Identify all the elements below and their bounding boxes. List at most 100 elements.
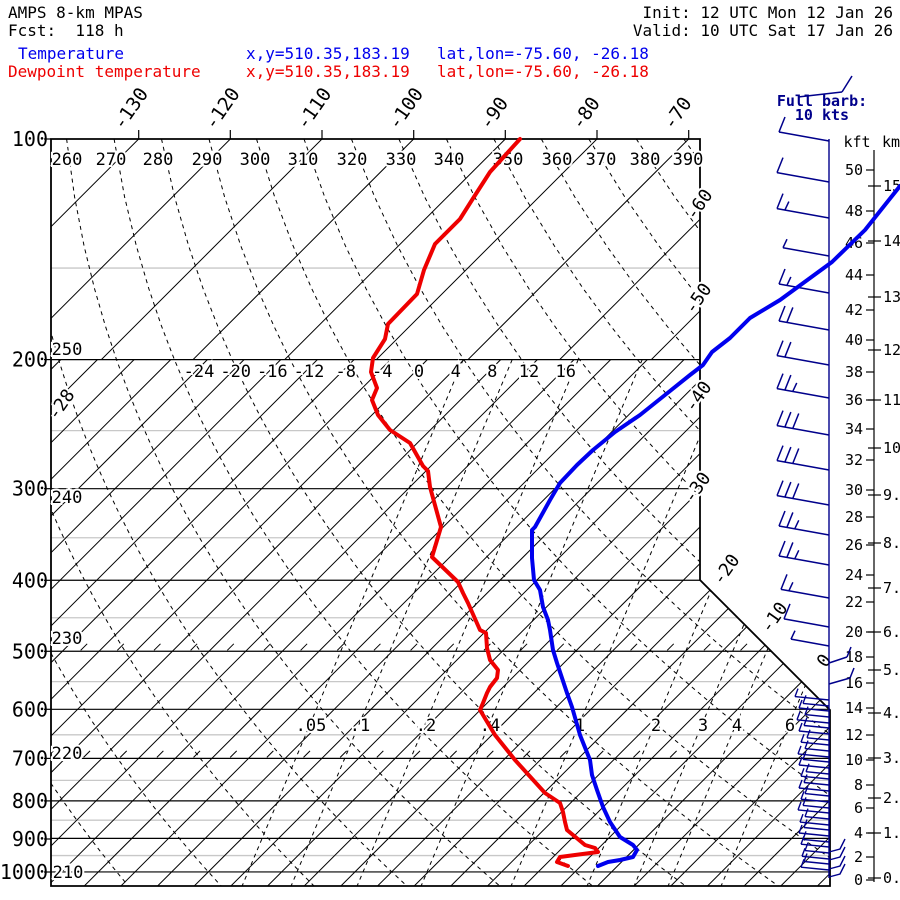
legend-temperature-label: Temperature	[18, 44, 124, 63]
valid-time: Valid: 10 UTC Sat 17 Jan 26	[632, 21, 893, 40]
pressure-label: 900	[12, 827, 48, 851]
iso200-label: 4	[451, 362, 461, 382]
left-temp-label: -28	[44, 386, 80, 425]
right-temp-label: -60	[682, 186, 718, 225]
pressure-label: 400	[12, 568, 48, 592]
km-tick-label: 7.	[883, 579, 900, 597]
km-tick-label: 14.	[883, 232, 900, 250]
km-tick-label: 13.	[883, 288, 900, 306]
kft-tick-label: 24	[845, 566, 863, 584]
km-tick-label: 11.	[883, 391, 900, 409]
kft-tick-label: 6	[854, 799, 863, 817]
kft-tick-label: 8	[854, 776, 863, 794]
km-tick-label: 0.	[883, 869, 900, 887]
km-tick-label: 10.	[883, 439, 900, 457]
km-tick-label: 6.	[883, 623, 900, 641]
mixing-ratio-label: 2	[651, 716, 661, 736]
forecast-hour: Fcst: 118 h	[8, 21, 124, 40]
model-title: AMPS 8-km MPAS	[8, 3, 143, 22]
mixing-ratio-label: 6	[785, 716, 795, 736]
kft-tick-label: 34	[845, 420, 863, 438]
temperature-grid-xy: x,y=510.35,183.19	[246, 44, 410, 63]
isotherms-upper	[51, 139, 700, 360]
kft-tick-label: 50	[845, 161, 863, 179]
kft-tick-label: 36	[845, 391, 863, 409]
barb-legend-line1: Full barb:	[777, 92, 867, 110]
wind-barbs	[776, 116, 855, 878]
top-temp-label: -130	[109, 84, 153, 134]
kft-tick-label: 28	[845, 508, 863, 526]
mixing-ratio-label: 3	[698, 716, 708, 736]
chart-border	[50, 138, 831, 887]
pressure-label: 800	[12, 789, 48, 813]
pressure-label: 500	[12, 639, 48, 663]
theta-label: 310	[288, 150, 319, 170]
iso200-label: -24	[184, 362, 215, 382]
mixing-ratio-lines	[241, 359, 830, 887]
km-tick-label: 3.	[883, 749, 900, 767]
theta-label: 210	[53, 863, 84, 883]
kft-tick-label: 40	[845, 331, 863, 349]
mixing-ratio-label: .05	[296, 716, 327, 736]
barb-legend-line2: 10 kts	[795, 106, 849, 124]
top-temp-label: -80	[567, 93, 605, 134]
right-temp-label: -30	[680, 469, 716, 508]
top-temp-label: -120	[200, 84, 244, 134]
iso200-label: -8	[335, 362, 355, 382]
theta-label: 330	[386, 150, 417, 170]
dewpoint-latlon: lat,lon=-75.60, -26.18	[437, 62, 649, 81]
temperature-curve	[530, 184, 900, 868]
kft-tick-label: 42	[845, 301, 863, 319]
temperature-latlon: lat,lon=-75.60, -26.18	[437, 44, 649, 63]
theta-label: 230	[52, 629, 83, 649]
legend-dewpoint-label: Dewpoint temperature	[8, 62, 201, 81]
kft-tick-label: 22	[845, 593, 863, 611]
iso200-label: 8	[487, 362, 497, 382]
dewpoint-grid-xy: x,y=510.35,183.19	[246, 62, 410, 81]
mixing-ratio-label: .1	[350, 716, 370, 736]
right-temp-label: -40	[681, 378, 717, 417]
theta-label: 220	[52, 744, 83, 764]
mixing-ratio-label: .2	[416, 716, 436, 736]
theta-label: 250	[52, 340, 83, 360]
barb-scale-legend: Full barb:10 kts	[777, 75, 867, 124]
km-tick-label: 9.	[883, 486, 900, 504]
theta-label: 360	[542, 150, 573, 170]
kft-tick-label: 30	[845, 481, 863, 499]
theta-label: 260	[52, 150, 83, 170]
theta-label: 240	[52, 488, 83, 508]
pressure-label: 700	[12, 746, 48, 770]
top-temp-label: -70	[659, 93, 697, 134]
km-tick-label: 5.	[883, 661, 900, 679]
kft-tick-label: 44	[845, 266, 863, 284]
kft-tick-label: 26	[845, 536, 863, 554]
top-temp-label: -90	[475, 93, 513, 134]
right-temp-label: 0	[813, 650, 836, 671]
right-temp-label: -50	[681, 280, 717, 319]
right-temp-label: -10	[757, 599, 793, 638]
theta-label: 300	[240, 150, 271, 170]
theta-label: 380	[630, 150, 661, 170]
iso200-label: -16	[257, 362, 288, 382]
top-temperature-axis: -130 -120 -110 -100 -90 -80 -70	[107, 82, 698, 139]
theta-labels: 260 270 280 290 300 310 320 330 340 350 360 370 380 3…	[50, 148, 706, 885]
kft-tick-label: 10	[845, 751, 863, 769]
pressure-label: 100	[12, 127, 48, 151]
kft-tick-label: 32	[845, 451, 863, 469]
altitude-scales: kft km50484644424038363432302826242220181…	[843, 133, 900, 889]
km-tick-label: 2.	[883, 789, 900, 807]
theta-label: 320	[337, 150, 368, 170]
theta-label: 390	[673, 150, 704, 170]
dry-adiabats	[51, 139, 830, 886]
iso200-label: 12	[519, 362, 539, 382]
theta-label: 290	[192, 150, 223, 170]
top-temp-label: -110	[292, 84, 336, 134]
kft-tick-label: 16	[845, 674, 863, 692]
iso200-label: -20	[220, 362, 251, 382]
theta-label: 370	[586, 150, 617, 170]
kft-tick-label: 14	[845, 699, 863, 717]
kft-tick-label: 38	[845, 363, 863, 381]
kft-tick-label: 20	[845, 623, 863, 641]
